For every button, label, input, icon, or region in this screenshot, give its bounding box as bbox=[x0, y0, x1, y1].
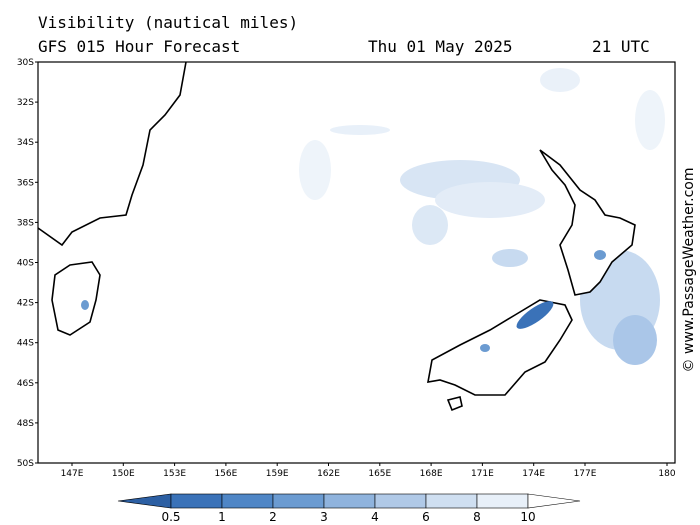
lat-label: 32S bbox=[17, 98, 34, 108]
legend-swatch bbox=[272, 493, 325, 509]
subtitle: GFS 015 Hour Forecast bbox=[38, 37, 240, 56]
lon-label: 171E bbox=[471, 469, 494, 479]
fog-patch bbox=[594, 250, 606, 260]
stewart-island bbox=[446, 396, 463, 412]
title: Visibility (nautical miles) bbox=[38, 13, 298, 32]
axes: 30S 32S 34S 36S 38S 40S 42S 44S 46S 48S 50S 147E 150… bbox=[17, 58, 676, 479]
legend-label: 1 bbox=[218, 510, 226, 524]
fog-patch bbox=[516, 301, 554, 329]
legend-swatch bbox=[170, 493, 223, 509]
lon-label: 162E bbox=[317, 469, 340, 479]
land bbox=[37, 61, 636, 412]
lat-label: 46S bbox=[17, 379, 34, 389]
australia-coast bbox=[38, 62, 186, 245]
lat-label: 40S bbox=[17, 259, 34, 269]
lon-label: 180 bbox=[658, 469, 675, 479]
legend-swatch bbox=[221, 493, 274, 509]
lat-label: 30S bbox=[17, 58, 34, 68]
australia-coastline bbox=[37, 61, 187, 247]
legend-label: 3 bbox=[320, 510, 328, 524]
fog-patch bbox=[480, 344, 490, 352]
legend-label: 2 bbox=[269, 510, 277, 524]
date: Thu 01 May 2025 bbox=[368, 37, 513, 56]
legend-swatch bbox=[425, 493, 478, 509]
lat-label: 38S bbox=[17, 218, 34, 228]
legend-label: 4 bbox=[371, 510, 379, 524]
lat-label: 44S bbox=[17, 339, 34, 349]
lon-label: 156E bbox=[214, 469, 237, 479]
legend: 0.5 1 2 3 4 6 8 10 bbox=[117, 493, 581, 524]
lat-label: 42S bbox=[17, 299, 34, 309]
lon-label: 165E bbox=[368, 469, 391, 479]
legend-label: 6 bbox=[422, 510, 430, 524]
legend-arrow bbox=[117, 493, 172, 509]
north-island bbox=[539, 149, 636, 296]
lon-label: 174E bbox=[522, 469, 545, 479]
lat-label: 36S bbox=[17, 178, 34, 188]
south-island bbox=[427, 299, 573, 396]
legend-arrow bbox=[527, 493, 581, 509]
lon-label: 150E bbox=[112, 469, 135, 479]
lon-label: 147E bbox=[61, 469, 84, 479]
legend-swatch bbox=[476, 493, 529, 509]
lon-label: 177E bbox=[574, 469, 597, 479]
legend-swatch bbox=[323, 493, 376, 509]
legend-label: 8 bbox=[473, 510, 481, 524]
fog-patch bbox=[81, 300, 89, 310]
lon-label: 168E bbox=[420, 469, 443, 479]
lat-label: 50S bbox=[17, 459, 34, 469]
legend-swatch bbox=[374, 493, 427, 509]
lon-label: 153E bbox=[163, 469, 186, 479]
tasmania bbox=[51, 261, 101, 336]
legend-label: 10 bbox=[520, 510, 535, 524]
lat-label: 34S bbox=[17, 138, 34, 148]
lat-label: 48S bbox=[17, 419, 34, 429]
legend-label: 0.5 bbox=[161, 510, 180, 524]
credit: © www.PassageWeather.com bbox=[681, 167, 697, 372]
time: 21 UTC bbox=[592, 37, 650, 56]
lon-label: 159E bbox=[266, 469, 289, 479]
